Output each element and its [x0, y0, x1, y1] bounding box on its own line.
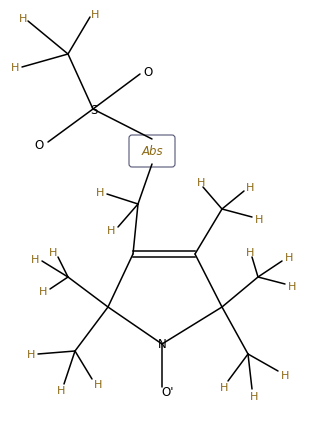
Text: H: H [255, 215, 263, 225]
FancyBboxPatch shape [129, 136, 175, 167]
Text: H: H [250, 391, 258, 401]
Text: O: O [143, 65, 152, 78]
Text: H: H [281, 370, 289, 380]
Text: H: H [49, 248, 57, 257]
Text: H: H [96, 187, 104, 198]
Text: H: H [246, 183, 254, 193]
Text: H: H [39, 286, 47, 296]
Text: H: H [288, 281, 296, 291]
Text: H: H [285, 253, 293, 262]
Text: H: H [27, 349, 35, 359]
Text: H: H [246, 248, 254, 257]
Text: Abs: Abs [141, 145, 163, 158]
Text: H: H [31, 254, 39, 265]
Text: H: H [91, 10, 99, 20]
Text: O': O' [162, 386, 174, 399]
Text: H: H [19, 14, 27, 24]
Text: N: N [158, 338, 167, 351]
Text: O: O [34, 139, 44, 152]
Text: S: S [90, 103, 98, 116]
Text: H: H [107, 225, 115, 236]
Text: H: H [11, 63, 19, 73]
Text: H: H [94, 379, 102, 389]
Text: H: H [220, 382, 228, 392]
Text: H: H [197, 178, 205, 187]
Text: H: H [57, 385, 65, 395]
